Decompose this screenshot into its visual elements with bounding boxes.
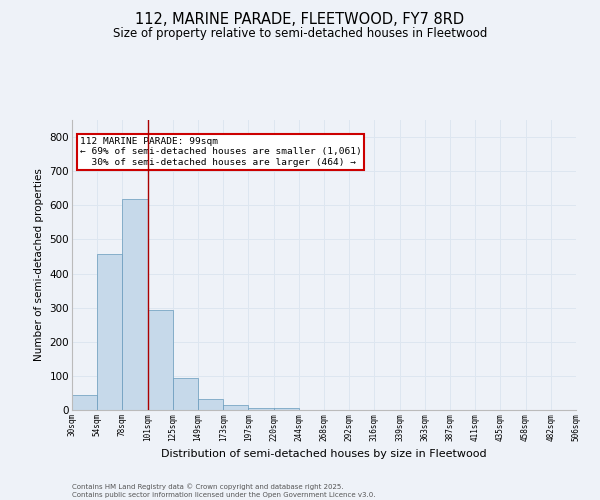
Bar (72, 395, 97, 410)
Bar (173, 378, 198, 410)
Bar (97, 254, 122, 410)
Text: Contains HM Land Registry data © Crown copyright and database right 2025.
Contai: Contains HM Land Registry data © Crown c… (72, 484, 376, 498)
X-axis label: Distribution of semi-detached houses by size in Fleetwood: Distribution of semi-detached houses by … (161, 449, 487, 459)
Text: 112 MARINE PARADE: 99sqm
← 69% of semi-detached houses are smaller (1,061)
  30%: 112 MARINE PARADE: 99sqm ← 69% of semi-d… (80, 137, 361, 167)
Bar (122, 199, 148, 410)
Text: Size of property relative to semi-detached houses in Fleetwood: Size of property relative to semi-detach… (113, 28, 487, 40)
Text: 112, MARINE PARADE, FLEETWOOD, FY7 8RD: 112, MARINE PARADE, FLEETWOOD, FY7 8RD (136, 12, 464, 28)
Y-axis label: Number of semi-detached properties: Number of semi-detached properties (34, 168, 44, 362)
Bar (198, 398, 223, 410)
Bar (274, 408, 299, 410)
Bar (148, 310, 173, 410)
Bar (248, 408, 274, 410)
Bar (223, 405, 248, 410)
